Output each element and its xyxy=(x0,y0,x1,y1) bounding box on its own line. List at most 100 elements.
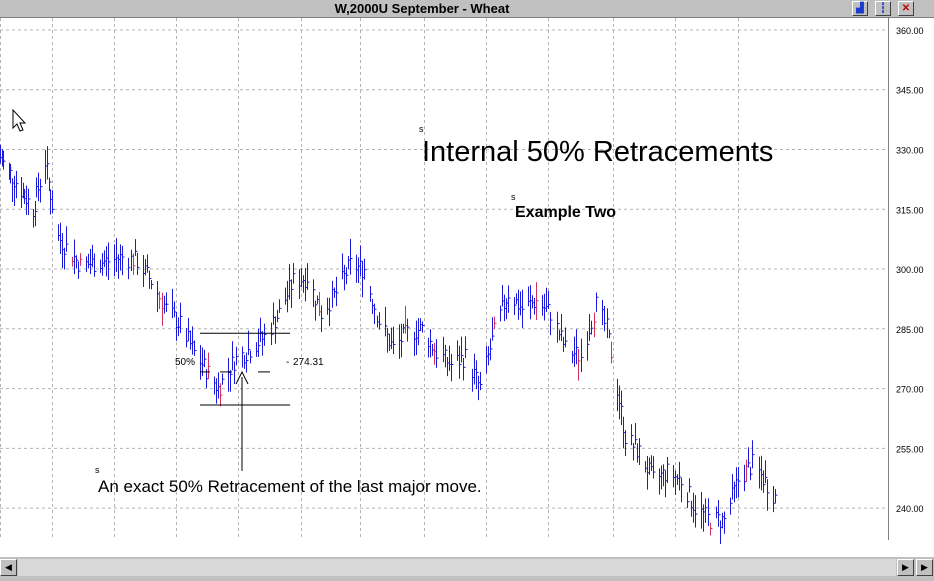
retracement-value-prefix: - xyxy=(286,357,290,368)
price-bar xyxy=(385,306,388,337)
price-bar xyxy=(465,336,468,359)
close-icon[interactable]: ✕ xyxy=(898,1,914,16)
price-bar xyxy=(78,261,81,279)
price-bar xyxy=(596,292,599,312)
price-bar xyxy=(248,330,251,356)
scroll-right-button[interactable]: ▶ xyxy=(897,559,914,576)
scroll-end-button[interactable]: ▶ xyxy=(916,559,933,576)
y-tick-label: 330.00 xyxy=(896,145,924,155)
price-bar xyxy=(151,279,154,290)
scroll-track[interactable] xyxy=(18,559,896,576)
price-bar xyxy=(490,338,493,361)
price-bar xyxy=(291,279,294,308)
price-bar xyxy=(336,276,339,307)
price-bar xyxy=(64,247,67,270)
y-tick-label: 360.00 xyxy=(896,26,924,36)
price-bar xyxy=(186,327,189,348)
chart-heading: Internal 50% Retracements xyxy=(422,136,774,168)
price-bar xyxy=(220,383,223,407)
price-bar xyxy=(536,282,539,321)
retracement-value-label: 274.31 xyxy=(293,357,324,368)
candle-chart-icon[interactable]: ┇ xyxy=(875,1,891,16)
price-bar xyxy=(775,488,778,504)
price-bar xyxy=(508,285,511,313)
price-bar xyxy=(522,289,525,328)
price-bar xyxy=(393,326,396,355)
price-bar xyxy=(350,238,353,275)
price-bar xyxy=(52,190,55,214)
price-bar xyxy=(422,321,425,333)
price-bar xyxy=(576,329,579,365)
price-bar xyxy=(16,170,19,199)
price-bar xyxy=(159,291,162,310)
price-bar xyxy=(514,297,517,315)
price-bar xyxy=(445,344,448,368)
chart-subheading: Example Two xyxy=(515,204,617,221)
price-bar xyxy=(204,349,207,368)
text-marker: s xyxy=(511,192,516,202)
price-bar xyxy=(234,361,237,385)
price-bar xyxy=(639,438,642,465)
price-bar xyxy=(49,177,52,192)
price-bar xyxy=(364,258,367,280)
y-axis: 240.00 255.00 270.00 285.00 300.00 315.00 330.… xyxy=(896,26,924,514)
price-bar xyxy=(194,340,197,356)
price-bar xyxy=(246,352,249,373)
price-bar xyxy=(315,300,318,321)
price-bar xyxy=(137,252,140,276)
price-bar xyxy=(40,178,43,203)
price-bar xyxy=(587,331,590,361)
price-bar xyxy=(250,350,253,364)
price-bar xyxy=(279,299,282,313)
price-bar xyxy=(135,239,138,256)
y-tick-label: 315.00 xyxy=(896,205,924,215)
fifty-percent-label: 50% xyxy=(175,357,196,368)
price-bar xyxy=(346,267,349,285)
price-bar xyxy=(767,479,770,511)
price-bar xyxy=(594,312,597,338)
price-bar xyxy=(730,497,733,515)
price-bar xyxy=(277,309,280,323)
price-bar xyxy=(763,470,766,493)
scroll-left-button[interactable]: ◀ xyxy=(0,559,17,576)
price-bar xyxy=(407,318,410,342)
price-bar xyxy=(230,370,233,392)
annotation-note: An exact 50% Retracement of the last maj… xyxy=(98,477,482,496)
price-bar xyxy=(108,242,111,281)
price-bar xyxy=(663,464,666,487)
price-bar xyxy=(631,424,634,446)
price-bar xyxy=(80,253,83,266)
price-bar xyxy=(451,353,454,382)
price-bar xyxy=(242,346,245,368)
price-bar xyxy=(604,305,607,332)
price-bar xyxy=(180,302,183,334)
price-bar xyxy=(635,422,638,445)
price-bar xyxy=(436,339,439,368)
price-bar xyxy=(557,311,560,343)
price-bar xyxy=(222,373,225,385)
cursor-pointer-icon xyxy=(12,108,27,132)
y-tick-label: 240.00 xyxy=(896,504,924,514)
price-bar xyxy=(307,263,310,290)
y-tick-label: 345.00 xyxy=(896,86,924,96)
price-bar xyxy=(166,292,169,312)
price-bar xyxy=(76,255,79,269)
price-bar xyxy=(329,297,332,327)
price-bar xyxy=(633,442,636,461)
price-bar xyxy=(752,440,755,469)
price-bar xyxy=(133,253,136,275)
price-bar xyxy=(401,323,404,358)
price-bar xyxy=(738,466,741,498)
price-bar xyxy=(47,146,50,180)
price-bar xyxy=(94,253,97,277)
price-bar xyxy=(66,226,69,252)
price-bar xyxy=(653,456,656,479)
text-marker: s xyxy=(95,465,100,475)
price-bar xyxy=(293,263,296,284)
bar-chart-icon[interactable]: ▟ xyxy=(852,1,868,16)
price-bar xyxy=(208,352,211,379)
price-bar xyxy=(744,464,747,492)
horizontal-scrollbar[interactable]: ◀ ▶ ▶ xyxy=(0,557,934,581)
price-bar xyxy=(681,477,684,503)
price-bar xyxy=(494,316,497,330)
